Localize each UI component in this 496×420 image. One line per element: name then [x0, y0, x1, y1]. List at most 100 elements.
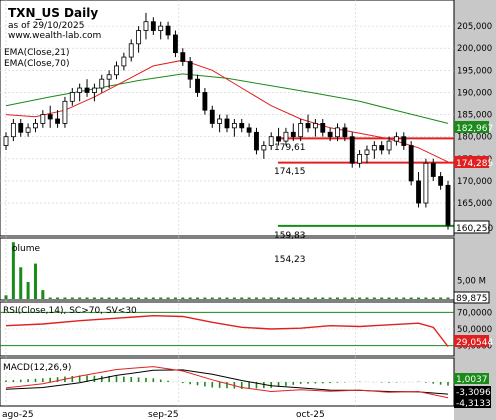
- price-level-lines: [277, 137, 454, 227]
- volume-bar: [210, 297, 214, 299]
- price-tick-label: 190,000: [457, 88, 492, 98]
- candle-body: [445, 184, 451, 226]
- volume-bar: [358, 297, 362, 299]
- volume-bar: [196, 297, 200, 299]
- candle-body: [180, 52, 186, 62]
- volume-bar: [19, 267, 23, 299]
- volume-bar: [277, 297, 281, 299]
- volume-bar: [129, 297, 133, 299]
- candle-body: [283, 131, 289, 142]
- macd-label: MACD(12,26,9): [3, 363, 71, 373]
- volume-bar: [159, 297, 163, 299]
- volume-bar: [137, 297, 141, 299]
- candle-body: [165, 25, 171, 36]
- volume-label: olume: [12, 244, 40, 254]
- volume-bar: [328, 297, 332, 299]
- candle-body: [62, 100, 68, 124]
- volume-bar: [85, 297, 89, 299]
- volume-bar: [107, 297, 111, 299]
- volume-bar: [299, 297, 303, 299]
- macd-tag-signal: -3,3096: [456, 388, 491, 398]
- candle-body: [335, 127, 340, 138]
- candle-body: [305, 123, 311, 129]
- rsi-polyline: [5, 314, 449, 347]
- rsi-tick-label: 50,0000: [457, 325, 492, 335]
- candle-body: [357, 153, 363, 164]
- volume-bar: [365, 297, 369, 299]
- volume-bar: [240, 297, 244, 299]
- volume-bar: [78, 297, 82, 299]
- volume-bar: [336, 297, 339, 299]
- volume-bar: [100, 297, 104, 299]
- volume-bar: [262, 297, 266, 299]
- price-tick-label: 200,000: [457, 44, 492, 54]
- volume-bar: [269, 297, 273, 299]
- price-tick-label: 185,000: [457, 111, 492, 121]
- candle-body: [173, 34, 178, 54]
- candle-body: [40, 114, 46, 124]
- volume-bar: [151, 297, 155, 299]
- x-label-oct: oct-25: [296, 410, 325, 420]
- volume-bar: [431, 297, 435, 299]
- candle-body: [195, 78, 200, 93]
- price-tick-label: 165,000: [457, 199, 492, 209]
- volume-bar: [92, 297, 96, 299]
- candle-body: [10, 123, 16, 138]
- candle-body: [128, 43, 134, 58]
- volume-panel-frame: [0, 237, 455, 301]
- volume-bar: [33, 263, 37, 299]
- candle-body: [298, 123, 304, 138]
- candle-body: [33, 123, 38, 129]
- volume-annotation: 154,23: [274, 255, 306, 265]
- volume-bar: [321, 297, 325, 299]
- tag-close-bg: [453, 220, 490, 234]
- macd-polyline: [5, 366, 449, 399]
- candle-body: [209, 109, 215, 124]
- ema21-line: [5, 59, 449, 163]
- rsi-tag: 29,0544: [456, 338, 493, 348]
- volume-bar: [122, 297, 126, 299]
- candles: [3, 12, 451, 230]
- price-tick-label: 205,000: [457, 22, 492, 32]
- macd-lines: [0, 366, 454, 399]
- tag-ema21-bg: [454, 156, 489, 168]
- candle-body: [371, 145, 377, 151]
- rsi-tag-bg: [454, 335, 489, 347]
- candle-body: [364, 149, 370, 155]
- candle-body: [394, 136, 399, 142]
- candle-body: [379, 145, 385, 151]
- x-label-sep: sep-25: [148, 410, 179, 420]
- candle-body: [349, 136, 355, 164]
- candle-body: [290, 131, 296, 138]
- volume-bar: [4, 295, 8, 299]
- volume-bar: [372, 297, 376, 299]
- volume-bar: [306, 297, 310, 299]
- macd-tag-macd: -4,3133: [456, 399, 491, 409]
- annotation-159: 159,83: [274, 231, 306, 241]
- candle-body: [106, 74, 112, 80]
- chart-title: TXN_US Daily: [8, 6, 98, 21]
- volume-bar: [446, 297, 450, 299]
- macd-tag-macd-bg: [454, 397, 491, 408]
- candle-body: [158, 25, 164, 31]
- macd-tag-hist: 1,0037: [456, 375, 488, 385]
- candle-body: [25, 127, 31, 133]
- candle-body: [327, 131, 333, 138]
- candle-body: [121, 56, 127, 67]
- candle-body: [150, 21, 156, 31]
- chart-site: www.wealth-lab.com: [8, 31, 101, 41]
- candle-body: [268, 136, 274, 146]
- rsi-label: RSI(Close,14), SC>70, SV<30: [3, 306, 137, 316]
- candle-body: [91, 87, 97, 93]
- candle-body: [55, 118, 60, 124]
- legend-ema21: EMA(Close,21): [4, 48, 69, 58]
- candle-body: [312, 123, 318, 129]
- volume-bar: [225, 297, 229, 299]
- candle-body: [408, 145, 414, 182]
- chart-date: as of 29/10/2025: [8, 21, 84, 31]
- candle-body: [217, 118, 223, 124]
- volume-bar: [48, 297, 52, 299]
- volume-bar: [343, 297, 347, 299]
- candle-body: [401, 136, 407, 146]
